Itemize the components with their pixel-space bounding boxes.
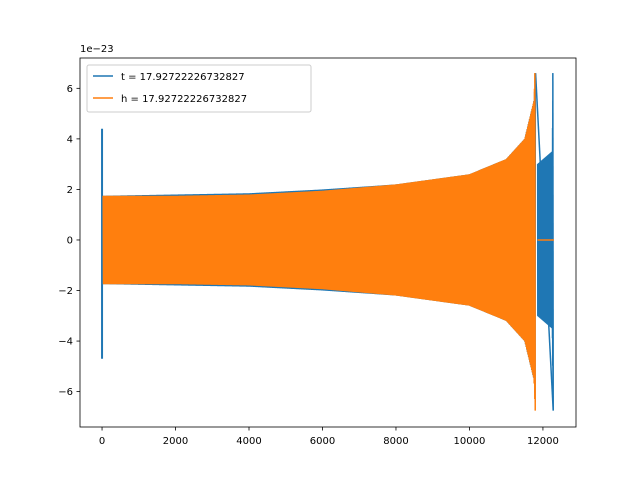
series-1-ringdown <box>536 73 554 394</box>
series-2 <box>102 73 554 411</box>
y-tick-label: 6 <box>67 84 73 95</box>
y-offset-label: 1e−23 <box>80 44 114 55</box>
traces <box>101 73 554 411</box>
y-tick-label: −6 <box>58 387 73 398</box>
x-tick-label: 6000 <box>310 436 335 447</box>
x-tick-label: 12000 <box>527 436 559 447</box>
x-axis: 0 2000 4000 6000 8000 10000 12000 <box>99 427 559 447</box>
x-tick-label: 10000 <box>454 436 486 447</box>
legend-label: h = 17.92722226732827 <box>121 94 247 105</box>
y-tick-label: −4 <box>58 337 73 348</box>
y-tick-label: 2 <box>67 185 73 196</box>
legend-box <box>86 64 312 113</box>
y-tick-label: 0 <box>67 235 73 246</box>
legend-label: t = 17.92722226732827 <box>121 72 245 83</box>
plot-area: 0 2000 4000 6000 8000 10000 12000 −6 −4 −2 0 2 4 6 1… <box>58 44 577 447</box>
legend-item: h = 17.92722226732827 <box>93 94 247 105</box>
x-tick-label: 2000 <box>163 436 188 447</box>
y-axis: −6 −4 −2 0 2 4 6 <box>58 84 80 398</box>
y-tick-label: −2 <box>58 286 73 297</box>
x-tick-label: 8000 <box>383 436 408 447</box>
legend-item: t = 17.92722226732827 <box>93 72 245 83</box>
x-tick-label: 4000 <box>236 436 261 447</box>
legend: t = 17.92722226732827 h = 17.927222267328… <box>86 64 312 113</box>
y-tick-label: 4 <box>67 134 73 145</box>
x-tick-label: 0 <box>99 436 105 447</box>
series-2-wave <box>102 73 536 400</box>
axes-frame <box>79 57 577 428</box>
